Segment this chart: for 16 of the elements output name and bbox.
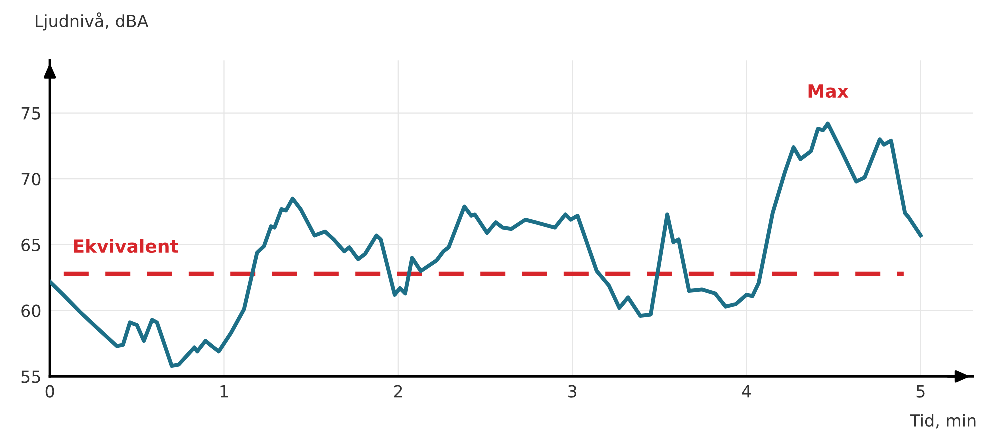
x-tick-label: 2 bbox=[394, 385, 402, 398]
y-tick-label: 70 bbox=[22, 173, 41, 186]
x-axis-title: Tid, min bbox=[910, 414, 976, 429]
y-axis-title: Ljudnivå, dBA bbox=[36, 12, 149, 31]
x-tick-label: 4 bbox=[742, 386, 752, 398]
x-tick-label: 0 bbox=[46, 385, 54, 398]
line-series bbox=[50, 122, 923, 368]
y-tick-label: 60 bbox=[22, 304, 41, 318]
y-tick-label: 75 bbox=[22, 107, 40, 120]
x-tick-label: 1 bbox=[220, 386, 228, 398]
annotation: Max bbox=[808, 84, 849, 98]
x-tick-label: 5 bbox=[916, 386, 925, 398]
y-tick-label: 55 bbox=[22, 370, 40, 384]
ref-line-label: Ekvivalent bbox=[74, 239, 178, 254]
y-tick-label: 65 bbox=[22, 238, 40, 252]
x-tick-label: 3 bbox=[568, 385, 577, 398]
